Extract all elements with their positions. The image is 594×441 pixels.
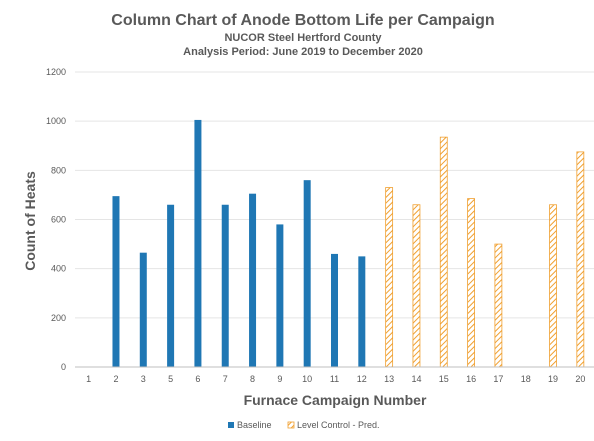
bar-level-control-campaign-16 [467, 198, 475, 368]
bar-baseline-campaign-5 [167, 204, 175, 367]
bar-baseline-campaign-2 [112, 196, 120, 367]
x-tick-label: 5 [168, 374, 173, 384]
legend-label-baseline: Baseline [237, 420, 272, 430]
x-tick-label: 11 [330, 374, 339, 384]
gridlines [75, 71, 594, 319]
bar-level-control-campaign-20 [576, 151, 585, 368]
x-tick-label: 15 [439, 374, 449, 384]
x-tick-label: 8 [250, 374, 255, 384]
bars [112, 119, 585, 368]
x-tick-label: 20 [575, 374, 585, 384]
bar-baseline-campaign-8 [249, 193, 257, 367]
x-tick-label: 6 [195, 374, 200, 384]
y-tick-label: 200 [51, 313, 66, 323]
legend: Baseline Level Control - Pred. [228, 420, 380, 430]
bar-level-control-campaign-13 [385, 187, 394, 368]
x-tick-label: 7 [223, 374, 228, 384]
legend-swatch-baseline [228, 422, 234, 428]
chart-subtitle-line-2: Analysis Period: June 2019 to December 2… [183, 46, 423, 58]
y-tick-label: 400 [51, 264, 66, 274]
x-axis-label: Furnace Campaign Number [244, 392, 427, 408]
y-axis-label: Count of Heats [22, 171, 38, 271]
x-tick-label: 16 [466, 374, 476, 384]
bar-baseline-campaign-10 [303, 180, 311, 367]
y-tick-label: 1200 [46, 67, 66, 77]
bar-level-control-campaign-19 [549, 204, 557, 368]
y-tick-label: 600 [51, 215, 66, 225]
x-tick-label: 18 [521, 374, 531, 384]
x-tick-label: 2 [113, 374, 118, 384]
chart-subtitle-line-1: NUCOR Steel Hertford County [224, 32, 382, 44]
bar-level-control-campaign-17 [494, 243, 503, 368]
x-tick-label: 10 [302, 374, 312, 384]
x-tick-label: 12 [357, 374, 367, 384]
y-tick-label: 800 [51, 165, 66, 175]
x-axis-ticks: 1 2 3 5 6 7 8 9 10 11 12 13 14 15 16 17 18 19 20 [86, 374, 585, 384]
x-tick-label: 17 [493, 374, 503, 384]
x-tick-label: 13 [384, 374, 394, 384]
bar-baseline-campaign-11 [331, 253, 338, 367]
bar-baseline-campaign-7 [221, 204, 229, 367]
bar-baseline-campaign-3 [139, 252, 147, 367]
x-tick-label: 14 [411, 374, 421, 384]
legend-label-level-control: Level Control - Pred. [297, 420, 380, 430]
y-tick-label: 1000 [46, 116, 66, 126]
x-tick-label: 19 [548, 374, 558, 384]
bar-baseline-campaign-6 [194, 119, 202, 367]
y-axis-ticks: 0 200 400 600 800 1000 1200 [46, 67, 66, 372]
y-tick-label: 0 [61, 362, 66, 372]
bar-baseline-campaign-9 [276, 224, 284, 367]
x-tick-label: 9 [277, 374, 282, 384]
bar-baseline-campaign-12 [358, 256, 366, 367]
chart-title: Column Chart of Anode Bottom Life per Ca… [111, 12, 494, 29]
x-tick-label: 1 [86, 374, 91, 384]
x-tick-label: 3 [141, 374, 146, 384]
legend-swatch-level-control [287, 421, 295, 429]
bar-level-control-campaign-15 [439, 136, 448, 368]
bar-level-control-campaign-14 [412, 204, 421, 368]
